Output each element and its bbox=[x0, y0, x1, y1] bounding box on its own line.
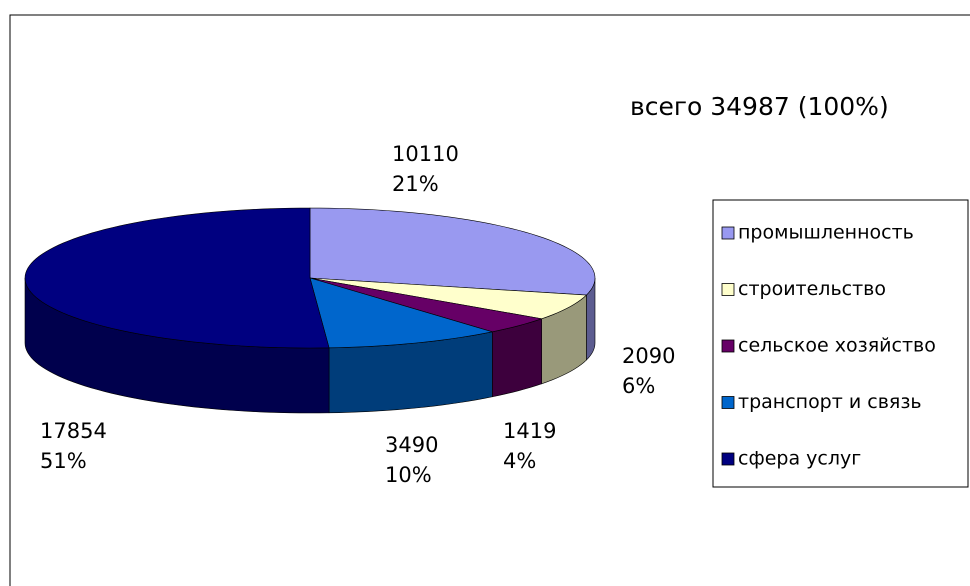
slice bbox=[309, 277, 588, 320]
legend-label: промышленность bbox=[738, 222, 914, 244]
legend-swatch bbox=[721, 396, 735, 409]
percent-label: 21% bbox=[392, 172, 439, 196]
percent-label: 51% bbox=[40, 449, 87, 473]
legend-label: строительство bbox=[738, 278, 886, 300]
data-label: 2090 bbox=[622, 344, 675, 368]
legend-swatch bbox=[721, 339, 735, 353]
data-label: 1419 bbox=[503, 419, 556, 443]
legend-box bbox=[712, 199, 969, 488]
chart-border bbox=[9, 14, 970, 586]
slice bbox=[24, 207, 330, 349]
legend-swatch bbox=[721, 226, 735, 240]
percent-label: 10% bbox=[385, 463, 432, 487]
legend-label: сфера услуг bbox=[738, 448, 861, 470]
slice bbox=[309, 277, 542, 333]
percent-label: 4% bbox=[503, 449, 536, 473]
legend-label: сельское хозяйство bbox=[738, 335, 936, 357]
percent-label: 6% bbox=[622, 374, 655, 398]
legend-label: транспорт и связь bbox=[738, 391, 922, 413]
slice bbox=[309, 277, 493, 349]
data-label: 10110 bbox=[392, 142, 459, 166]
data-label: 17854 bbox=[40, 419, 107, 443]
annotation: всего 34987 (100%) bbox=[630, 92, 889, 121]
legend-swatch bbox=[721, 452, 735, 466]
data-label: 3490 bbox=[385, 433, 438, 457]
legend-swatch bbox=[721, 283, 735, 296]
slice bbox=[309, 207, 596, 296]
